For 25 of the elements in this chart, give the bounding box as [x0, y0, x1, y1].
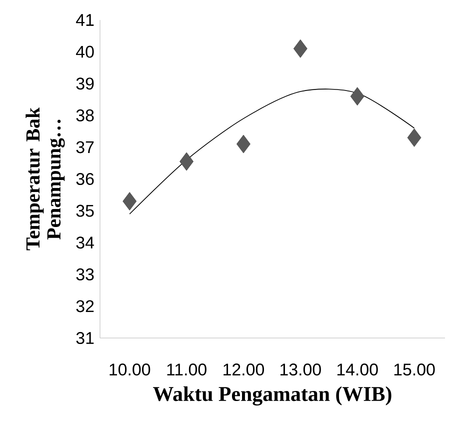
x-tick-label: 15.00 — [394, 364, 435, 376]
point — [122, 192, 137, 210]
x-tick-label: 12.00 — [224, 364, 264, 376]
y-tick-label: 36 — [76, 173, 94, 185]
point — [407, 128, 422, 147]
y-tick-label: 35 — [76, 204, 94, 217]
x-tick-label: 13.00 — [280, 364, 321, 376]
point — [180, 152, 194, 171]
y-tick-label: 32 — [76, 300, 94, 312]
y-tick-label: 31 — [76, 332, 94, 344]
point — [236, 134, 250, 154]
y-tick-label: 39 — [76, 78, 94, 90]
y-axis-title: Temperatur Bak Penampung… — [26, 107, 65, 250]
point — [293, 39, 308, 58]
y-tick-label: 38 — [76, 109, 94, 122]
x-tick-label: 10.00 — [110, 364, 150, 376]
y-tick-label: 37 — [76, 141, 94, 154]
x-tick-label: 11.00 — [167, 364, 206, 376]
y-tick-label: 34 — [76, 236, 94, 249]
y-tick-label: 41 — [76, 14, 94, 26]
x-axis-title: Waktu Pengamatan (WIB) — [153, 386, 392, 406]
y-tick-label: 40 — [76, 46, 94, 58]
x-tick-label: 14.00 — [337, 364, 378, 376]
point — [350, 87, 364, 106]
y-tick-label: 33 — [76, 268, 94, 280]
